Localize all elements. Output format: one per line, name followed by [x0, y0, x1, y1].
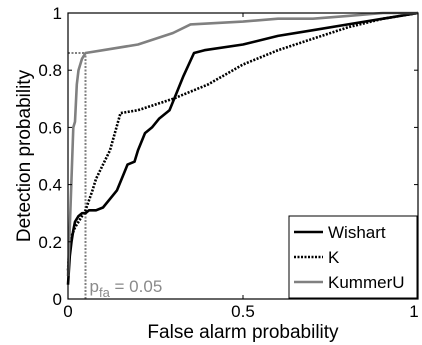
plot-marks [66, 11, 419, 299]
y-tick-label: 0.4 [38, 176, 62, 195]
legend: Wishart K KummerU [288, 215, 418, 299]
x-tick-label: 1 [409, 302, 418, 321]
pfa-annotation-value: = 0.05 [110, 277, 162, 296]
y-tick-label: 0.6 [38, 118, 62, 137]
x-tick-label: 0 [63, 302, 72, 321]
y-tick-label: 1 [53, 4, 62, 23]
series-line-k [66, 11, 419, 271]
pfa-annotation-subscript: fa [99, 285, 111, 300]
series-line-kummeru [66, 11, 418, 277]
legend-box [288, 215, 418, 299]
legend-label-k: K [328, 248, 340, 267]
pfa-annotation: pfa = 0.05 [90, 277, 163, 300]
pfa-annotation-label: p [90, 277, 99, 296]
x-tick-label: 0.5 [231, 302, 255, 321]
series-line-wishart [66, 11, 419, 285]
x-axis-label: False alarm probability [147, 322, 339, 343]
y-tick-label: 0.2 [38, 233, 62, 252]
legend-label-kummeru: KummerU [328, 273, 405, 292]
y-axis-label: Detection probability [14, 69, 35, 242]
legend-label-wishart: Wishart [328, 223, 386, 242]
axis-ticks: 0 0.5 1 0 0.2 0.4 0.6 0.8 1 [38, 4, 418, 321]
y-tick-label: 0.8 [38, 61, 62, 80]
y-tick-label: 0 [53, 290, 62, 309]
